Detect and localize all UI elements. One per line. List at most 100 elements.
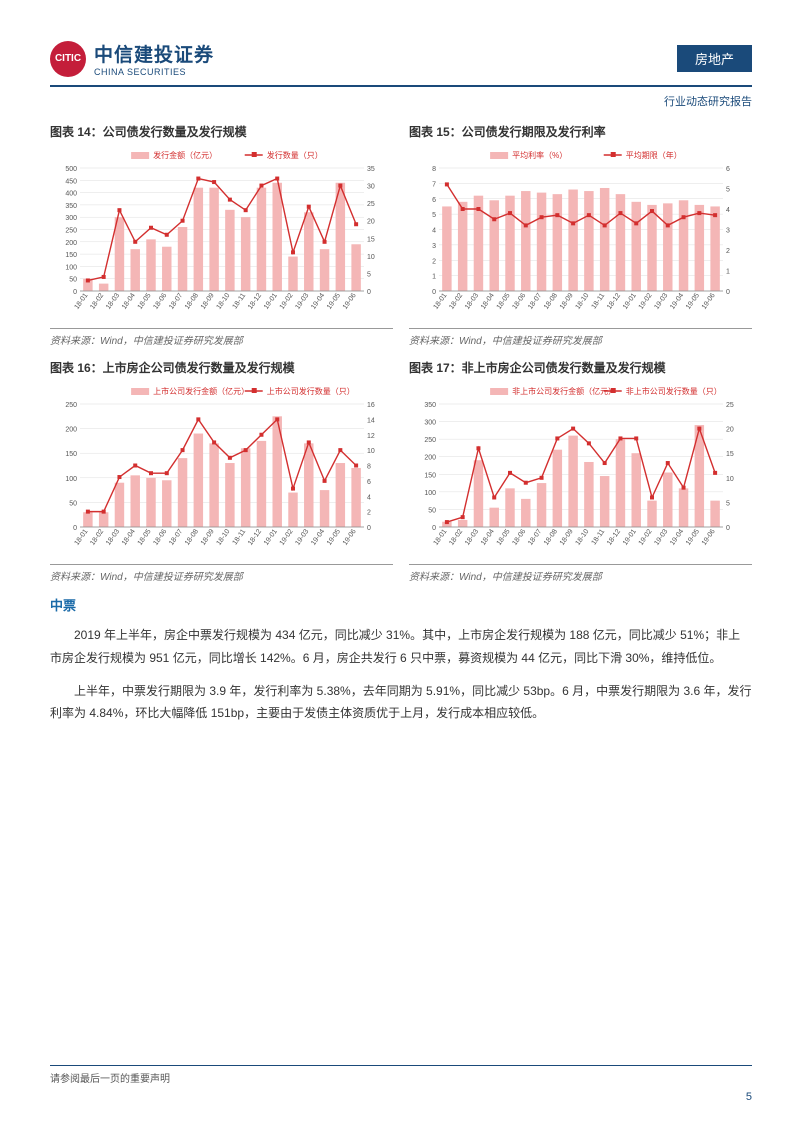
svg-text:上市公司发行数量（只）: 上市公司发行数量（只） <box>267 386 355 396</box>
svg-text:18-03: 18-03 <box>105 292 121 311</box>
svg-text:6: 6 <box>367 479 371 486</box>
sector-tag: 房地产 <box>677 45 752 72</box>
svg-text:18-02: 18-02 <box>448 292 464 311</box>
svg-text:19-01: 19-01 <box>622 528 638 547</box>
svg-text:19-06: 19-06 <box>701 292 717 311</box>
svg-text:18-09: 18-09 <box>559 528 575 547</box>
svg-text:18-08: 18-08 <box>543 528 559 547</box>
svg-text:0: 0 <box>432 289 436 296</box>
svg-text:18-09: 18-09 <box>200 292 216 311</box>
svg-text:19-02: 19-02 <box>279 528 295 547</box>
svg-text:18-05: 18-05 <box>496 292 512 311</box>
chart-16: 图表 16：上市房企公司债发行数量及发行规模 上市公司发行金额（亿元）上市公司发… <box>50 359 393 560</box>
svg-text:18-07: 18-07 <box>527 292 543 311</box>
svg-text:150: 150 <box>424 472 436 479</box>
svg-text:18-12: 18-12 <box>247 292 263 311</box>
svg-text:18-04: 18-04 <box>480 528 496 547</box>
svg-text:2: 2 <box>432 258 436 265</box>
svg-text:18-10: 18-10 <box>216 292 232 311</box>
svg-text:19-03: 19-03 <box>653 528 669 547</box>
svg-text:4: 4 <box>432 228 436 235</box>
svg-text:19-01: 19-01 <box>622 292 638 311</box>
svg-text:200: 200 <box>65 240 77 247</box>
svg-text:16: 16 <box>367 402 375 409</box>
page-header: CITIC 中信建投证券 CHINA SECURITIES 房地产 <box>50 40 752 87</box>
svg-text:19-02: 19-02 <box>638 292 654 311</box>
svg-text:35: 35 <box>367 166 375 173</box>
svg-text:7: 7 <box>432 181 436 188</box>
svg-text:19-02: 19-02 <box>638 528 654 547</box>
chart-14-source: 资料来源：Wind，中信建投证券研究发展部 <box>50 328 393 347</box>
svg-text:2: 2 <box>726 248 730 255</box>
section-title: 中票 <box>50 595 752 614</box>
svg-text:18-10: 18-10 <box>575 528 591 547</box>
chart-16-source: 资料来源：Wind，中信建投证券研究发展部 <box>50 564 393 583</box>
svg-text:0: 0 <box>367 525 371 532</box>
page-number: 5 <box>50 1091 752 1103</box>
svg-text:18-12: 18-12 <box>606 292 622 311</box>
logo-icon: CITIC <box>50 41 86 77</box>
svg-text:0: 0 <box>726 525 730 532</box>
svg-text:20: 20 <box>367 219 375 226</box>
svg-text:100: 100 <box>65 264 77 271</box>
svg-text:18-08: 18-08 <box>184 528 200 547</box>
svg-text:18-02: 18-02 <box>89 528 105 547</box>
chart-14-title: 图表 14：公司债发行数量及发行规模 <box>50 123 393 140</box>
report-type: 行业动态研究报告 <box>50 93 752 109</box>
svg-text:8: 8 <box>432 166 436 173</box>
svg-text:200: 200 <box>424 455 436 462</box>
chart-15-title: 图表 15：公司债发行期限及发行利率 <box>409 123 752 140</box>
svg-text:5: 5 <box>432 212 436 219</box>
svg-text:300: 300 <box>424 420 436 427</box>
svg-text:18-07: 18-07 <box>168 528 184 547</box>
svg-text:18-11: 18-11 <box>591 292 607 310</box>
svg-text:250: 250 <box>65 228 77 235</box>
page-footer: 请参阅最后一页的重要声明 5 <box>50 1065 752 1103</box>
svg-text:50: 50 <box>69 277 77 284</box>
svg-text:4: 4 <box>367 494 371 501</box>
svg-text:18-08: 18-08 <box>543 292 559 311</box>
svg-text:18-05: 18-05 <box>137 292 153 311</box>
svg-text:非上市公司发行金额（亿元）: 非上市公司发行金额（亿元） <box>512 386 616 396</box>
svg-text:25: 25 <box>367 201 375 208</box>
svg-text:18-07: 18-07 <box>168 292 184 311</box>
svg-text:18-02: 18-02 <box>89 292 105 311</box>
svg-text:0: 0 <box>726 289 730 296</box>
chart-14: 图表 14：公司债发行数量及发行规模 发行金额（亿元）发行数量（只）050100… <box>50 123 393 324</box>
svg-text:100: 100 <box>65 476 77 483</box>
svg-text:18-09: 18-09 <box>200 528 216 547</box>
svg-text:18-06: 18-06 <box>152 292 168 311</box>
svg-text:5: 5 <box>726 187 730 194</box>
svg-text:19-03: 19-03 <box>294 292 310 311</box>
svg-text:发行数量（只）: 发行数量（只） <box>267 150 323 160</box>
svg-text:19-02: 19-02 <box>279 292 295 311</box>
svg-text:450: 450 <box>65 178 77 185</box>
chart-16-canvas: 上市公司发行金额（亿元）上市公司发行数量（只）05010015020025002… <box>50 382 390 557</box>
svg-text:250: 250 <box>65 402 77 409</box>
svg-text:10: 10 <box>367 254 375 261</box>
svg-text:50: 50 <box>69 500 77 507</box>
svg-text:18-04: 18-04 <box>121 528 137 547</box>
svg-text:19-05: 19-05 <box>326 528 342 547</box>
svg-text:0: 0 <box>73 525 77 532</box>
svg-text:18-03: 18-03 <box>464 528 480 547</box>
svg-text:19-01: 19-01 <box>263 292 279 311</box>
svg-text:18-03: 18-03 <box>464 292 480 311</box>
paragraph-2: 上半年，中票发行期限为 3.9 年，发行利率为 5.38%，去年同期为 5.91… <box>50 680 752 726</box>
charts-row-2: 图表 16：上市房企公司债发行数量及发行规模 上市公司发行金额（亿元）上市公司发… <box>50 359 752 560</box>
svg-text:3: 3 <box>726 228 730 235</box>
logo-text-en: CHINA SECURITIES <box>94 67 214 77</box>
chart-15-source: 资料来源：Wind，中信建投证券研究发展部 <box>409 328 752 347</box>
svg-text:150: 150 <box>65 451 77 458</box>
paragraph-1: 2019 年上半年，房企中票发行规模为 434 亿元，同比减少 31%。其中，上… <box>50 624 752 670</box>
svg-text:19-04: 19-04 <box>310 292 326 311</box>
svg-text:19-06: 19-06 <box>701 528 717 547</box>
svg-text:发行金额（亿元）: 发行金额（亿元） <box>153 150 217 160</box>
svg-text:19-04: 19-04 <box>669 292 685 311</box>
svg-text:18-11: 18-11 <box>232 528 248 546</box>
svg-text:5: 5 <box>726 500 730 507</box>
chart-17-canvas: 非上市公司发行金额（亿元）非上市公司发行数量（只）050100150200250… <box>409 382 749 557</box>
svg-text:18-04: 18-04 <box>480 292 496 311</box>
svg-text:150: 150 <box>65 252 77 259</box>
svg-text:50: 50 <box>428 507 436 514</box>
